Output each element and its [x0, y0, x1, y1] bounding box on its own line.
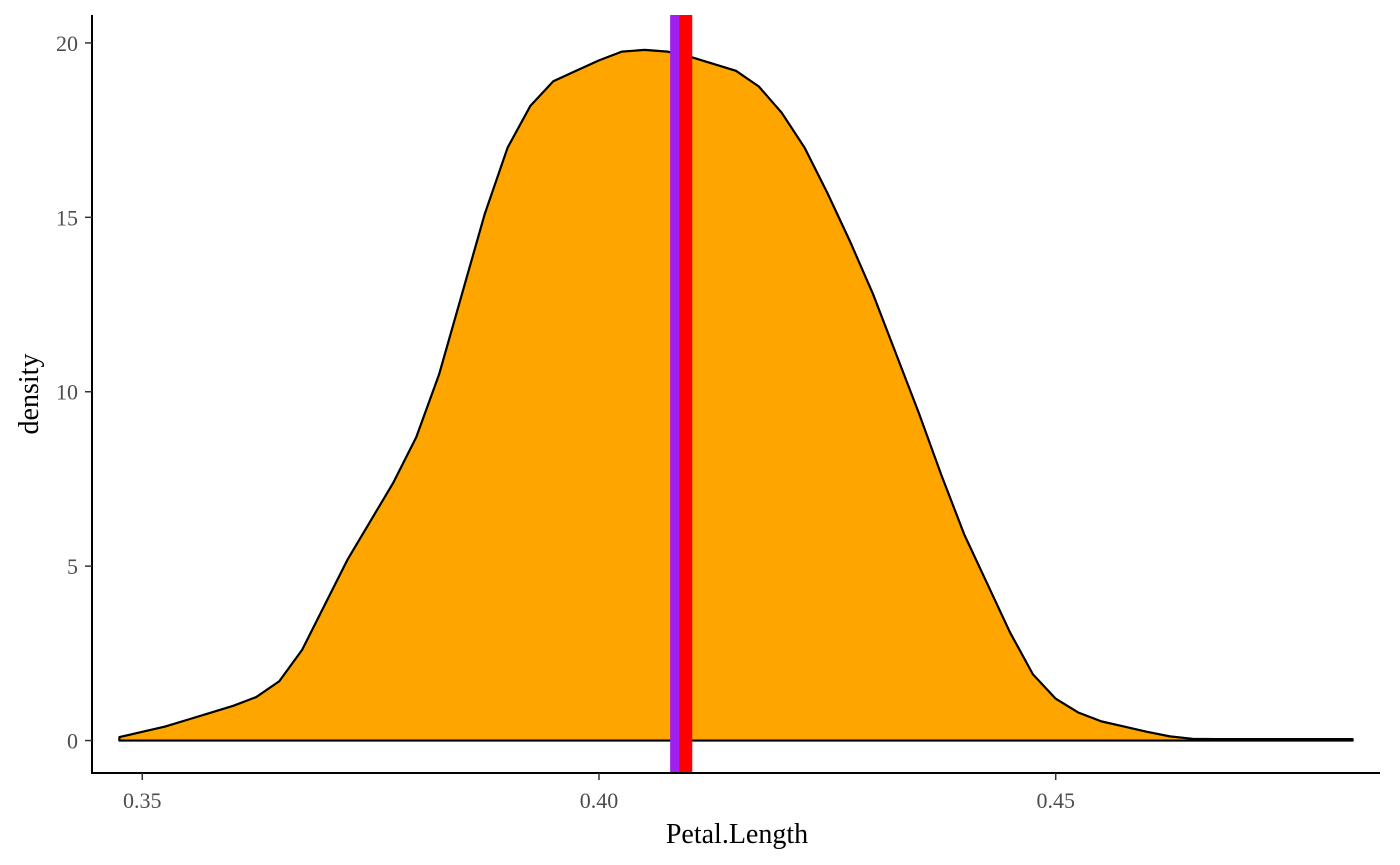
x-tick-label: 0.35 — [123, 788, 162, 813]
y-tick-label: 10 — [56, 380, 78, 405]
x-tick-label: 0.40 — [580, 788, 619, 813]
x-tick-label: 0.45 — [1036, 788, 1075, 813]
tick-layer: 0.35 0.40 0.45 0 5 10 15 20 — [56, 31, 1075, 813]
y-axis-title: density — [14, 354, 45, 435]
axis-layer — [91, 15, 1380, 774]
y-tick-label: 20 — [56, 31, 78, 56]
vline-layer — [670, 15, 693, 773]
y-tick-label: 15 — [56, 205, 78, 230]
x-axis-title: Petal.Length — [666, 819, 808, 850]
y-tick-label: 0 — [67, 729, 78, 754]
plot-layer — [118, 48, 1354, 742]
y-tick-label: 5 — [67, 554, 78, 579]
density-area — [118, 48, 1354, 742]
